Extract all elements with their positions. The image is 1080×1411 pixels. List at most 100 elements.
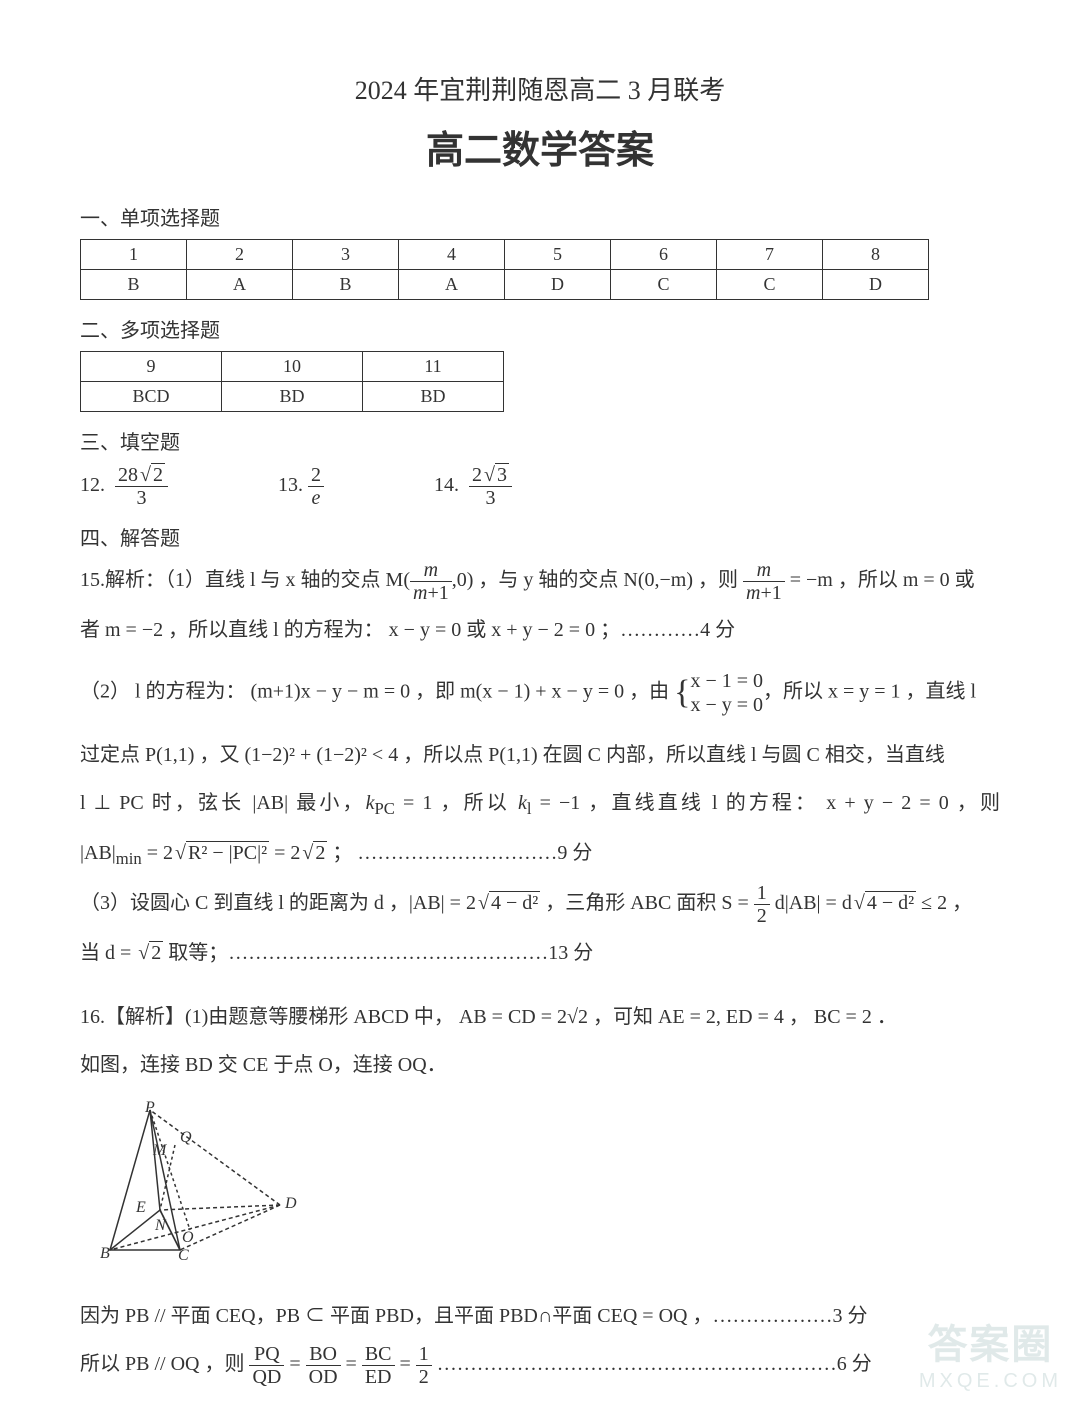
sol15-l7: （3）设圆心 C 到直线 l 的距离为 d ，|AB| = 2 4 − d² ，三…: [80, 882, 1000, 926]
single-choice-table: 12345678 BABADCCD: [80, 239, 929, 300]
s15l6r2: 2: [313, 841, 327, 864]
t1-h6: 6: [611, 240, 717, 270]
f2d: OD: [306, 1366, 341, 1387]
sol16-l4: 所以 PB // OQ ，则 PQQD = BOOD = BCED = 12 ……: [80, 1343, 1000, 1387]
s15l1c: = −m ，所以 m = 0 或: [785, 569, 975, 591]
s15l5c: = −1 ，直线直线 l 的方程： x + y − 2 = 0 ，则: [531, 792, 1000, 814]
q14-label: 14.: [434, 474, 459, 496]
brace-top: x − 1 = 0: [690, 669, 763, 693]
t1-h7: 7: [717, 240, 823, 270]
s15halfn: 1: [754, 883, 770, 905]
q13-label: 13.: [278, 474, 303, 496]
s15l6r1: R² − |PC|²: [186, 841, 269, 864]
t1-h3: 3: [293, 240, 399, 270]
s15l7r2: 4 − d²: [865, 891, 916, 914]
fill-13: 13. 2e: [278, 465, 324, 508]
q14-den: 3: [469, 487, 512, 508]
sol15-l5: l ⊥ PC 时，弦长 |AB| 最小，kPC = 1 ，所以 kl = −1 …: [80, 782, 1000, 826]
lbl-N: N: [154, 1217, 167, 1234]
t2-h1: 9: [81, 352, 222, 382]
t1-h8: 8: [823, 240, 929, 270]
f4d: 2: [416, 1366, 432, 1387]
f4n: 1: [416, 1344, 432, 1366]
t1-h2: 2: [187, 240, 293, 270]
sol16-l1: 16.【解析】(1)由题意等腰梯形 ABCD 中， AB = CD = 2√2 …: [80, 996, 1000, 1038]
lbl-Q: Q: [180, 1129, 192, 1146]
s15l6sub: min: [116, 849, 142, 868]
s15l5b: = 1 ，所以: [395, 792, 518, 814]
t1-a3: B: [293, 270, 399, 300]
sol15-l2: 者 m = −2 ，所以直线 l 的方程为： x − y = 0 或 x + y…: [80, 609, 1000, 651]
lbl-C: C: [178, 1247, 189, 1260]
f3d: ED: [362, 1366, 395, 1387]
kpc-sub: PC: [374, 799, 394, 818]
sol15-l6: |AB|min = 2R² − |PC|² = 22 ； …………………………9…: [80, 832, 1000, 876]
s16l4b: =: [284, 1353, 305, 1375]
figure-pyramid: P Q M E D B C N O: [90, 1100, 1000, 1275]
lbl-E: E: [135, 1199, 146, 1216]
s15l7r1: 4 − d²: [489, 891, 540, 914]
s15l7d: ≤ 2 ，: [916, 892, 972, 914]
sol15-l8: 当 d = 2 取等；…………………………………………13 分: [80, 932, 1000, 974]
lbl-P: P: [144, 1100, 155, 1116]
fill-row: 12. 2823 13. 2e 14. 233: [80, 465, 1000, 508]
t1-a1: B: [81, 270, 187, 300]
s15l3b: ，所以 x = y = 1 ，直线 l: [763, 680, 976, 702]
s15l7c: d|AB| = d: [770, 892, 852, 914]
f1d: QD: [249, 1366, 284, 1387]
fill-14: 14. 233: [434, 465, 512, 508]
section-3-heading: 三、填空题: [80, 426, 1000, 455]
sol15-l4: 过定点 P(1,1) ，又 (1−2)² + (1−2)² < 4 ，所以点 P…: [80, 734, 1000, 776]
s16l4e: ……………………………………………………6 分: [432, 1353, 872, 1375]
t1-a5: D: [505, 270, 611, 300]
s15l7b: ，三角形 ABC 面积 S =: [540, 892, 754, 914]
section-2-heading: 二、多项选择题: [80, 314, 1000, 343]
s15l6a: |AB|: [80, 842, 116, 864]
q12-den: 3: [115, 487, 168, 508]
t1-h1: 1: [81, 240, 187, 270]
t1-h4: 4: [399, 240, 505, 270]
t1-a7: C: [717, 270, 823, 300]
lbl-B: B: [100, 1245, 110, 1260]
lbl-O: O: [182, 1229, 194, 1246]
multi-choice-table: 91011 BCDBDBD: [80, 351, 504, 412]
f1n: PQ: [249, 1344, 284, 1366]
lbl-M: M: [152, 1142, 168, 1159]
q14-surd: 3: [495, 463, 509, 486]
s15l6b: = 2: [142, 842, 173, 864]
q14-num: 2: [472, 464, 482, 486]
s15l1a: 15.解析：（1）直线 l 与 x 轴的交点 M(: [80, 569, 410, 591]
t1-a8: D: [823, 270, 929, 300]
solutions-body: 15.解析：（1）直线 l 与 x 轴的交点 M(mm+1,0) ，与 y 轴的…: [80, 559, 1000, 1387]
lbl-D: D: [284, 1195, 297, 1212]
f3n: BC: [362, 1344, 395, 1366]
s15l8r: 2: [149, 941, 163, 964]
f2n: BO: [306, 1344, 341, 1366]
brace-bot: x − y = 0: [690, 693, 763, 717]
title-line-2: 高二数学答案: [80, 119, 1000, 174]
s15l7a: （3）设圆心 C 到直线 l 的距离为 d ，|AB| = 2: [80, 892, 476, 914]
s16l4d: =: [395, 1353, 416, 1375]
sol16-l2: 如图，连接 BD 交 CE 于点 O，连接 OQ．: [80, 1044, 1000, 1086]
s15l8a: 当 d =: [80, 942, 136, 964]
section-1-heading: 一、单项选择题: [80, 202, 1000, 231]
t1-a6: C: [611, 270, 717, 300]
q13-num: 2: [308, 465, 324, 487]
sol15-l3: （2） l 的方程为： (m+1)x − y − m = 0 ，即 m(x − …: [80, 657, 1000, 728]
t1-a4: A: [399, 270, 505, 300]
t1-a2: A: [187, 270, 293, 300]
s16l4a: 所以 PB // OQ ，则: [80, 1353, 249, 1375]
q12-num: 28: [118, 464, 138, 486]
title-line-1: 2024 年宜荆荆随恩高二 3 月联考: [80, 70, 1000, 107]
t2-a1: BCD: [81, 382, 222, 412]
t1-h5: 5: [505, 240, 611, 270]
q12-label: 12.: [80, 474, 105, 496]
s15l5a: l ⊥ PC 时，弦长 |AB| 最小，: [80, 792, 366, 814]
q12-surd: 2: [151, 463, 165, 486]
t2-a3: BD: [363, 382, 504, 412]
t2-h2: 10: [222, 352, 363, 382]
kl: k: [518, 792, 527, 814]
sol16-l3: 因为 PB // 平面 CEQ，PB ⊂ 平面 PBD，且平面 PBD∩平面 C…: [80, 1295, 1000, 1337]
s15l1b: ,0) ，与 y 轴的交点 N(0,−m) ，则: [452, 569, 743, 591]
s15halfd: 2: [754, 905, 770, 926]
